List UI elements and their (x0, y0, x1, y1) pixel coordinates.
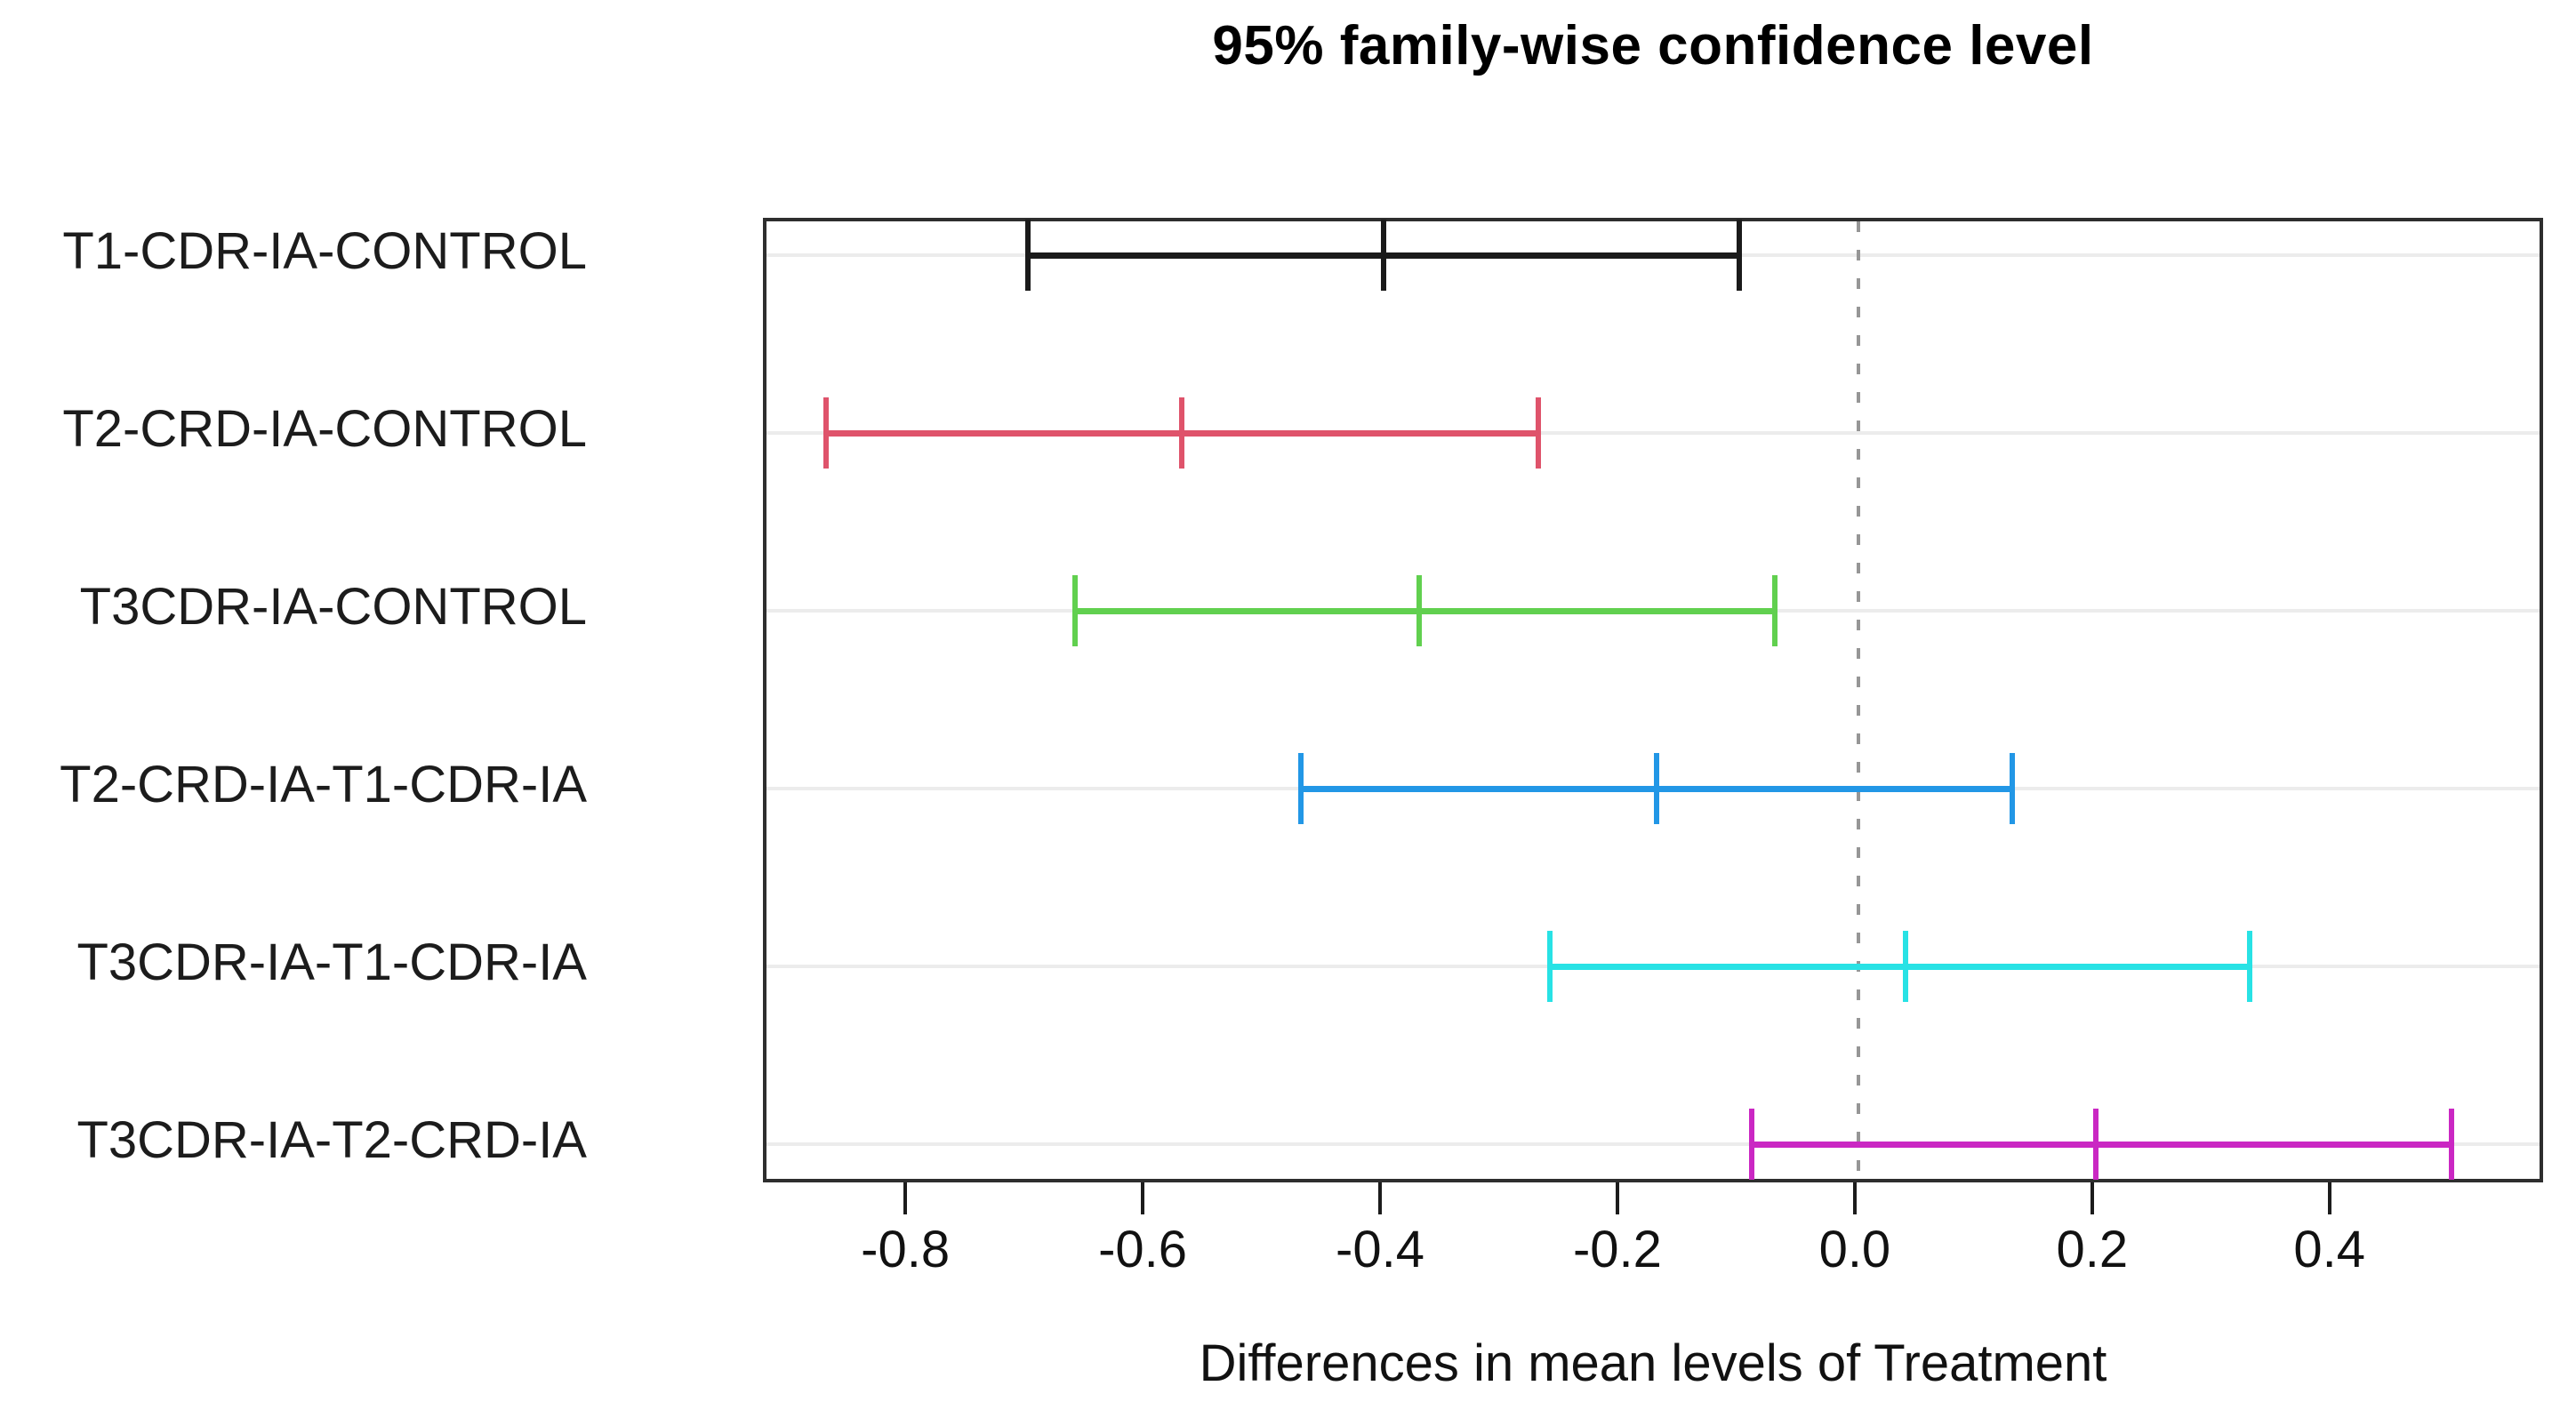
chart-title: 95% family-wise confidence level (1212, 15, 2094, 76)
x-tick (1615, 1182, 1619, 1214)
ci-upper-cap (2010, 753, 2016, 824)
zero-reference-line (1856, 221, 1860, 1179)
ci-upper-cap (1737, 220, 1743, 291)
x-tick (2327, 1182, 2331, 1214)
x-tick (1141, 1182, 1145, 1214)
gridline (766, 431, 2540, 435)
ci-lower-cap (1024, 220, 1031, 291)
y-axis-label: T2-CRD-IA-T1-CDR-IA (60, 756, 587, 813)
x-tick (1378, 1182, 1383, 1214)
x-tick-label: 0.0 (1818, 1221, 1891, 1278)
y-axis-label: T3CDR-IA-T2-CRD-IA (76, 1111, 587, 1169)
x-tick (903, 1182, 908, 1214)
ci-upper-cap (1772, 575, 1778, 646)
ci-bar (1549, 963, 2251, 970)
x-tick-label: -0.8 (861, 1221, 951, 1278)
ci-upper-cap (2247, 931, 2253, 1002)
x-tick-label: 0.4 (2293, 1221, 2366, 1278)
gridline (766, 1142, 2540, 1146)
plot-box (763, 218, 2543, 1182)
ci-bar (1075, 607, 1776, 614)
ci-center-tick (1381, 220, 1387, 291)
x-tick-label: -0.4 (1336, 1221, 1424, 1278)
ci-bar (1751, 1141, 2452, 1148)
ci-center-tick (1903, 931, 1909, 1002)
x-tick-label: -0.6 (1098, 1221, 1188, 1278)
y-axis-label: T3CDR-IA-T1-CDR-IA (76, 933, 587, 991)
ci-lower-cap (823, 397, 829, 469)
ci-lower-cap (1748, 1109, 1754, 1180)
y-axis-label: T1-CDR-IA-CONTROL (62, 222, 587, 280)
ci-lower-cap (1546, 931, 1553, 1002)
ci-upper-cap (1535, 397, 1541, 469)
x-tick-label: -0.2 (1572, 1221, 1662, 1278)
ci-center-tick (1654, 753, 1659, 824)
x-axis-title: Differences in mean levels of Treatment (1199, 1334, 2107, 1392)
x-tick-label: 0.2 (2056, 1221, 2129, 1278)
ci-center-tick (1416, 575, 1423, 646)
x-tick (2090, 1182, 2094, 1214)
y-axis-label: T3CDR-IA-CONTROL (79, 578, 587, 636)
ci-lower-cap (1072, 575, 1078, 646)
ci-upper-cap (2449, 1109, 2455, 1180)
y-axis-label: T2-CRD-IA-CONTROL (62, 400, 587, 458)
ci-lower-cap (1297, 753, 1304, 824)
ci-center-tick (2092, 1109, 2099, 1180)
ci-center-tick (1179, 397, 1185, 469)
x-tick (1852, 1182, 1857, 1214)
